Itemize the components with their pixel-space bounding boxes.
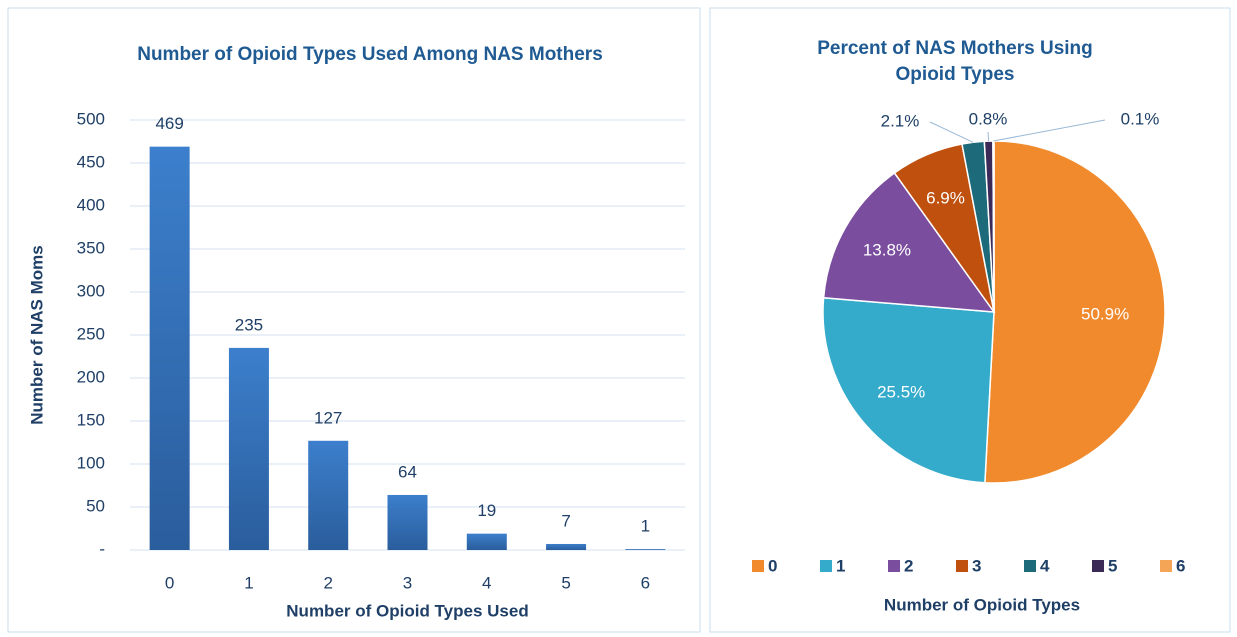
legend-swatch: [888, 560, 900, 572]
panel: [709, 7, 1231, 633]
data-label: 50.9%: [1081, 304, 1129, 323]
value-label: 7: [561, 511, 570, 530]
legend-label: 3: [972, 556, 981, 575]
y-tick-label: -: [99, 539, 105, 558]
legend-swatch: [956, 560, 968, 572]
legend-swatch: [1160, 560, 1172, 572]
bar: [149, 146, 190, 550]
y-tick-label: 100: [77, 453, 105, 472]
legend-swatch: [1092, 560, 1104, 572]
y-tick-label: 500: [77, 109, 105, 128]
pie-title: Percent of NAS Mothers Using Opioid Type…: [817, 38, 1093, 85]
legend-label: 4: [1040, 556, 1050, 575]
y-tick-label: 250: [77, 324, 105, 343]
y-axis-label: Number of NAS Moms: [27, 245, 46, 424]
value-label: 64: [398, 462, 417, 481]
pie-slice: [984, 140, 1166, 484]
bar: [387, 494, 428, 550]
x-tick-label: 6: [641, 573, 650, 592]
bar: [308, 440, 349, 550]
x-tick-label: 4: [482, 573, 491, 592]
y-tick-label: 50: [86, 496, 105, 515]
value-label: 469: [155, 114, 183, 133]
legend-title: Number of Opioid Types: [884, 595, 1080, 614]
legend-label: 5: [1108, 556, 1117, 575]
x-tick-label: 2: [323, 573, 332, 592]
value-label: 19: [477, 501, 496, 520]
legend-label: 0: [768, 556, 777, 575]
value-label: 127: [314, 408, 342, 427]
y-tick-label: 450: [77, 152, 105, 171]
bar: [228, 347, 269, 550]
panel: [7, 7, 701, 633]
value-label: 1: [641, 517, 650, 536]
legend-label: 1: [836, 556, 845, 575]
bar: [546, 543, 587, 550]
pie-slice: [822, 296, 995, 484]
legend-swatch: [752, 560, 764, 572]
bar-title: Number of Opioid Types Used Among NAS Mo…: [137, 44, 603, 65]
bar: [466, 533, 507, 550]
legend-swatch: [1024, 560, 1036, 572]
x-tick-label: 5: [561, 573, 570, 592]
data-label: 6.9%: [926, 188, 965, 207]
x-tick-label: 3: [403, 573, 412, 592]
y-tick-label: 300: [77, 281, 105, 300]
y-tick-label: 150: [77, 410, 105, 429]
y-tick-label: 400: [77, 195, 105, 214]
bar: [625, 549, 666, 550]
x-axis-label: Number of Opioid Types Used: [286, 601, 528, 620]
data-label: 25.5%: [877, 382, 925, 401]
x-tick-label: 1: [244, 573, 253, 592]
leader-line: [929, 121, 974, 143]
x-tick-label: 0: [165, 573, 174, 592]
value-label: 235: [235, 315, 263, 334]
data-label: 0.1%: [1121, 109, 1160, 128]
y-tick-label: 350: [77, 238, 105, 257]
y-tick-label: 200: [77, 367, 105, 386]
legend-swatch: [820, 560, 832, 572]
data-label: 2.1%: [881, 111, 920, 130]
leader-line: [987, 131, 990, 142]
leader-line: [993, 119, 1106, 142]
data-label: 0.8%: [969, 109, 1008, 128]
pie-slice: [822, 171, 996, 313]
data-label: 13.8%: [863, 241, 911, 260]
legend-label: 6: [1176, 556, 1185, 575]
legend-label: 2: [904, 556, 913, 575]
